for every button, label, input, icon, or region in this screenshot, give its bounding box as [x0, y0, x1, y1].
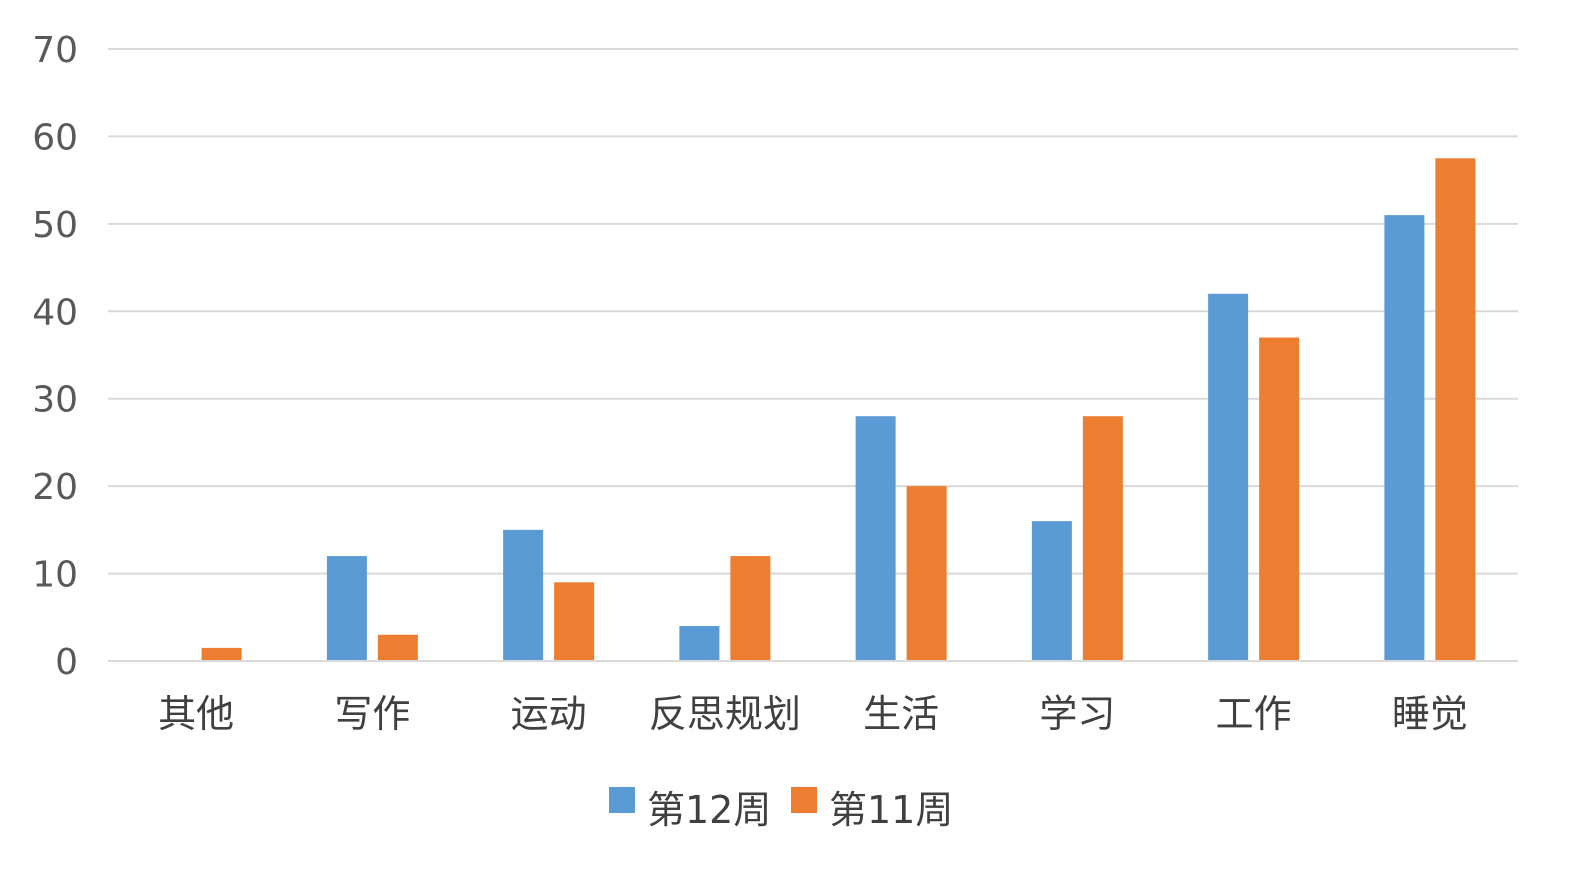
bar-series1-7: [1384, 215, 1425, 661]
y-tick-label: 30: [32, 380, 78, 421]
y-tick-label: 10: [32, 555, 78, 596]
x-category-label: 学习: [1039, 692, 1115, 736]
y-tick-label: 20: [32, 467, 78, 508]
legend-label: 第12周: [647, 788, 771, 832]
bar-series2-1: [377, 634, 418, 661]
x-category-label: 反思规划: [649, 692, 801, 736]
bar-series2-4: [906, 486, 947, 661]
x-category-label: 睡觉: [1392, 692, 1468, 736]
bars: [201, 158, 1476, 662]
y-tick-label: 60: [32, 117, 78, 158]
legend-item-series2: 第11周: [791, 787, 953, 832]
y-axis-ticks: 0 10 20 30 40 50 60 70: [32, 30, 78, 683]
bar-series2-5: [1082, 416, 1123, 661]
legend: 第12周 第11周: [609, 787, 953, 832]
y-tick-label: 70: [32, 30, 78, 71]
y-tick-label: 40: [32, 292, 78, 333]
bar-series2-2: [554, 582, 595, 661]
legend-item-series1: 第12周: [609, 787, 771, 832]
x-category-label: 运动: [511, 692, 587, 736]
x-category-label: 生活: [863, 692, 939, 736]
legend-swatch: [609, 787, 635, 813]
bar-series1-2: [503, 529, 544, 661]
bar-series2-0: [201, 647, 242, 661]
y-tick-label: 0: [55, 642, 78, 683]
x-category-label: 写作: [334, 692, 410, 736]
bar-series1-5: [1031, 521, 1072, 661]
legend-swatch: [791, 787, 817, 813]
y-tick-label: 50: [32, 205, 78, 246]
x-category-label: 其他: [158, 692, 234, 736]
legend-label: 第11周: [829, 788, 953, 832]
x-category-label: 工作: [1216, 692, 1292, 736]
gridlines: [108, 48, 1518, 575]
bar-series1-1: [326, 556, 367, 661]
bar-series2-3: [730, 556, 771, 661]
bar-series2-7: [1435, 158, 1476, 662]
bar-series1-6: [1208, 293, 1249, 661]
bar-series1-3: [679, 626, 720, 661]
bar-series1-4: [855, 416, 896, 661]
bar-series2-6: [1259, 337, 1300, 661]
x-axis-categories: 其他 写作 运动 反思规划 生活 学习 工作 睡觉: [158, 692, 1468, 736]
